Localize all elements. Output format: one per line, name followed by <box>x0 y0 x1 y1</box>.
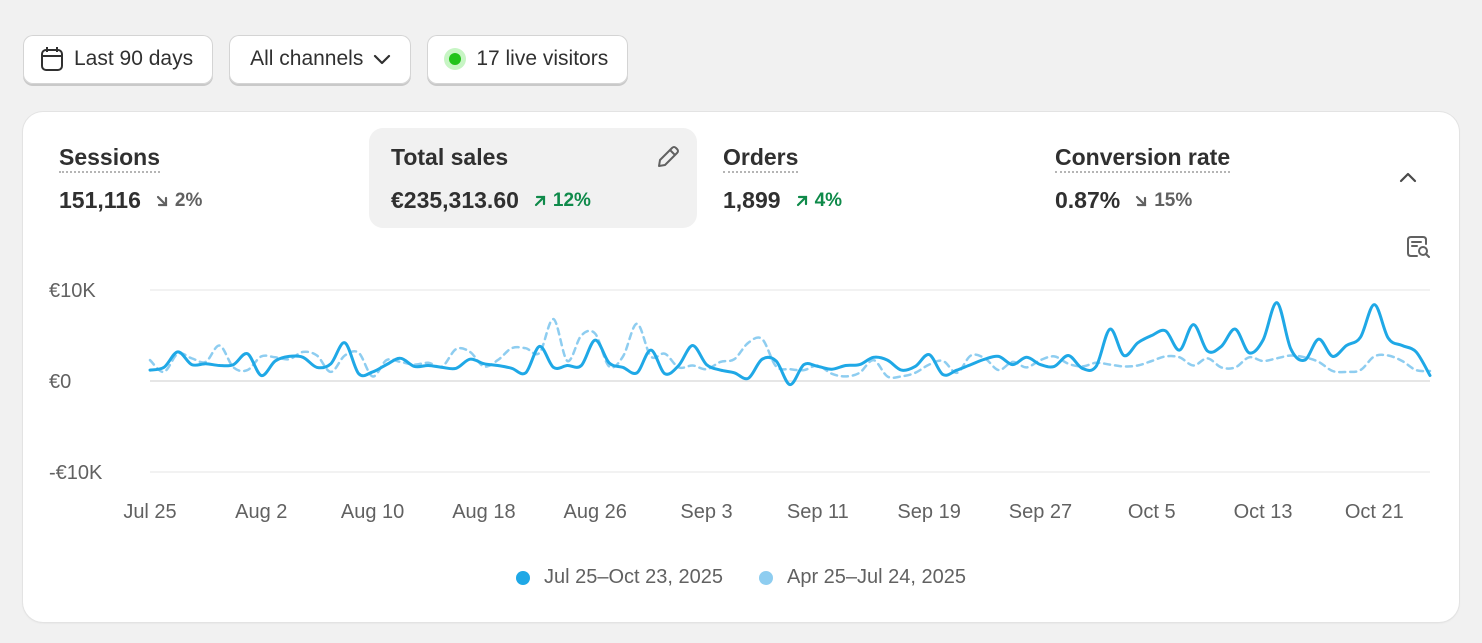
metric-delta: 4% <box>795 190 842 212</box>
metric-label: Total sales <box>391 144 509 170</box>
series-line-current <box>148 301 1432 387</box>
legend-dot-current <box>515 570 530 585</box>
x-tick-label: Jul 25 <box>123 501 176 523</box>
x-tick-label: Oct 13 <box>1234 501 1293 523</box>
metric-value: 151,116 <box>59 187 141 213</box>
calendar-icon <box>40 46 64 72</box>
x-tick-label: Sep 11 <box>787 501 849 523</box>
legend-dot-previous <box>758 570 773 585</box>
metric-delta: 12% <box>533 190 591 212</box>
sales-line-chart: €10K €0 -€10K Jul 25 Aug 2 Aug 10 Aug 18 Aug 26… <box>49 280 1432 523</box>
channels-dropdown[interactable]: All channels <box>229 35 412 84</box>
x-tick-label: Aug 26 <box>564 501 627 523</box>
arrow-up-right-icon <box>796 195 807 206</box>
metric-total-sales[interactable]: Total sales €235,313.60 12% <box>369 128 697 228</box>
date-range-label: Last 90 days <box>74 46 194 70</box>
x-tick-label: Aug 10 <box>341 501 404 523</box>
chevron-down-icon <box>373 53 391 65</box>
metric-value: 1,899 <box>723 187 781 213</box>
live-status-icon <box>444 47 467 70</box>
legend-label-current: Jul 25–Oct 23, 2025 <box>543 566 723 588</box>
live-visitors-label: 17 live visitors <box>476 46 609 70</box>
metric-label: Orders <box>723 144 799 173</box>
legend-item-previous[interactable]: Apr 25–Jul 24, 2025 <box>758 566 967 589</box>
chevron-up-icon[interactable] <box>1397 166 1419 193</box>
x-tick-label: Sep 27 <box>1009 501 1072 523</box>
arrow-down-right-icon <box>156 195 167 206</box>
chart-search-icon[interactable] <box>1405 234 1431 265</box>
x-tick-label: Aug 2 <box>235 501 287 523</box>
x-tick-label: Aug 18 <box>452 501 515 523</box>
series-line-previous <box>148 317 1432 380</box>
metric-delta: 15% <box>1134 190 1192 212</box>
arrow-down-right-icon <box>1136 195 1147 206</box>
y-tick-label: €10K <box>49 280 96 302</box>
x-tick-label: Sep 19 <box>897 501 960 523</box>
metric-delta: 2% <box>155 190 202 212</box>
x-tick-label: Oct 21 <box>1345 501 1404 523</box>
x-tick-label: Oct 5 <box>1128 501 1176 523</box>
metric-label: Conversion rate <box>1055 144 1231 173</box>
y-tick-label: €0 <box>49 371 71 393</box>
legend-label-previous: Apr 25–Jul 24, 2025 <box>786 566 967 588</box>
live-visitors-button[interactable]: 17 live visitors <box>427 35 629 84</box>
metric-value: 0.87% <box>1055 187 1121 213</box>
x-tick-label: Sep 3 <box>680 501 732 523</box>
metric-orders[interactable]: Orders 1,899 4% <box>701 128 1029 228</box>
y-tick-label: -€10K <box>49 462 103 484</box>
arrow-up-right-icon <box>534 195 546 206</box>
metric-label: Sessions <box>59 144 160 173</box>
chart-legend: Jul 25–Oct 23, 2025 Apr 25–Jul 24, 2025 <box>23 566 1459 589</box>
channels-label: All channels <box>250 46 364 70</box>
metric-sessions[interactable]: Sessions 151,116 2% <box>37 128 365 228</box>
metric-value: €235,313.60 <box>391 187 519 213</box>
legend-item-current[interactable]: Jul 25–Oct 23, 2025 <box>515 566 723 589</box>
metrics-card: Sessions 151,116 2% Total sales €235,313… <box>23 112 1459 622</box>
pencil-icon[interactable] <box>655 144 681 175</box>
date-range-button[interactable]: Last 90 days <box>23 35 214 84</box>
metric-conversion-rate[interactable]: Conversion rate 0.87% 15% <box>1033 128 1361 228</box>
